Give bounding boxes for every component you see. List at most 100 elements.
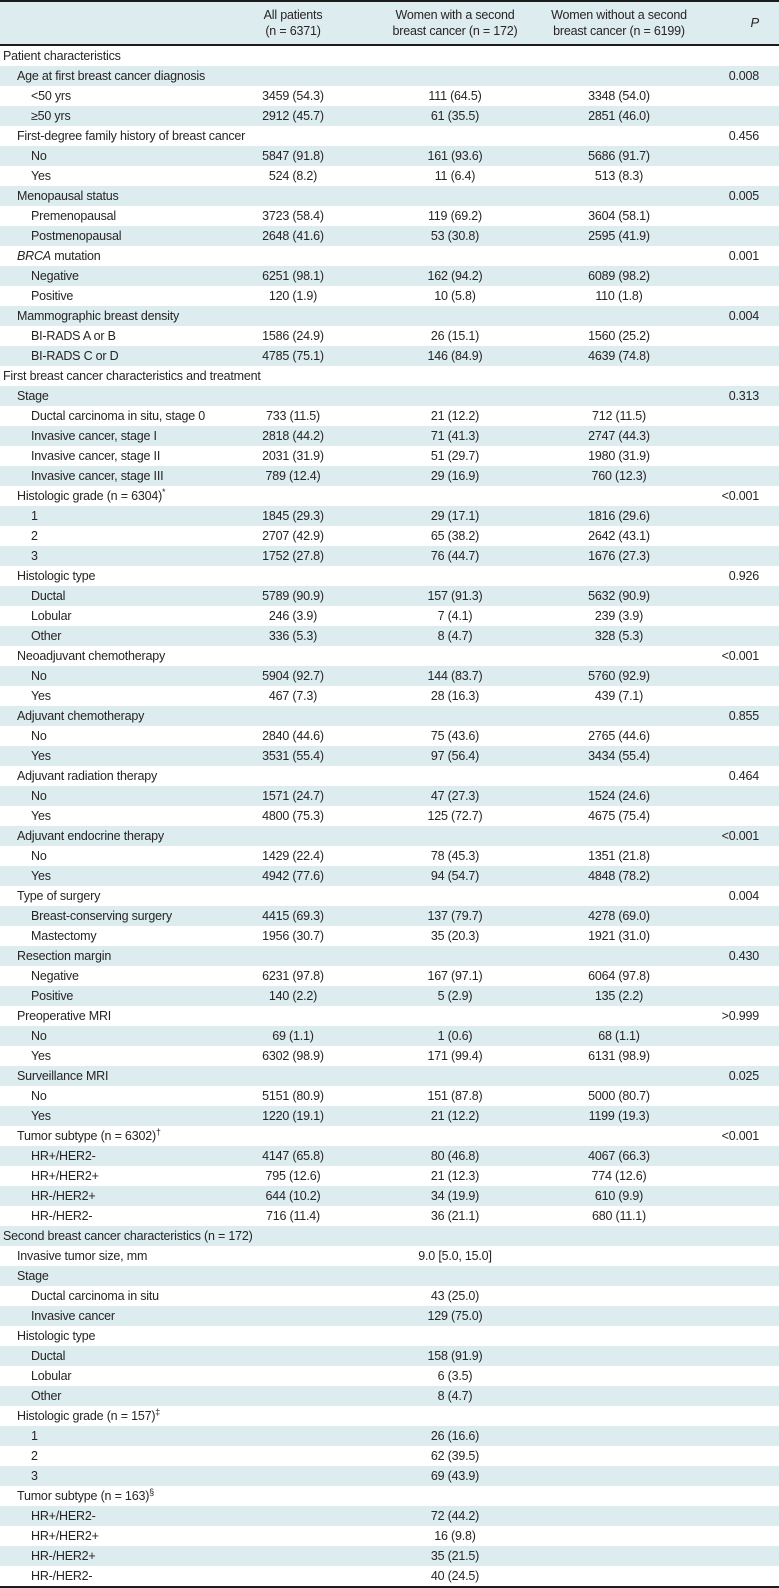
cell-without-second-cancer: 680 (11.1) [591, 1209, 647, 1223]
cell-without-second-cancer: 439 (7.1) [594, 689, 644, 703]
gene-name-italic: BRCA [17, 249, 51, 263]
table-row: HR+/HER2+ 16 (9.8) [0, 1526, 779, 1546]
cell-with-second-cancer [374, 366, 536, 386]
cell-with-second-cancer [374, 766, 536, 786]
cell-all-patients: 1586 (24.9) [262, 329, 324, 343]
cell-p-value [702, 1086, 779, 1106]
table-row: No 2840 (44.6) 75 (43.6) 2765 (44.6) [0, 726, 779, 746]
table-row: HR-/HER2+ 644 (10.2) 34 (19.9) 610 (9.9) [0, 1186, 779, 1206]
cell-all-patients [212, 1346, 374, 1366]
cell-without-second-cancer: 1676 (27.3) [588, 549, 650, 563]
cell-with-second-cancer: 129 (75.0) [427, 1309, 483, 1323]
cell-with-second-cancer: 26 (16.6) [430, 1429, 480, 1443]
cell-p-value [702, 966, 779, 986]
cell-without-second-cancer: 2765 (44.6) [588, 729, 650, 743]
cell-with-second-cancer: 6 (3.5) [437, 1369, 473, 1383]
cell-all-patients: 5151 (80.9) [262, 1089, 324, 1103]
table-row: HR-/HER2- 716 (11.4) 36 (21.1) 680 (11.1… [0, 1206, 779, 1226]
cell-all-patients: 4942 (77.6) [262, 869, 324, 883]
table-row: First-degree family history of breast ca… [0, 126, 779, 146]
cell-without-second-cancer [536, 1226, 702, 1246]
cell-p-value [702, 166, 779, 186]
cell-p-value: <0.001 [721, 1129, 760, 1143]
cell-p-value [702, 666, 779, 686]
cell-all-patients [212, 1566, 374, 1586]
header-with-second-cancer-line2: breast cancer (n = 172) [392, 24, 518, 38]
cell-with-second-cancer: 76 (44.7) [430, 549, 480, 563]
cell-without-second-cancer: 4639 (74.8) [588, 349, 650, 363]
row-label: Postmenopausal [31, 229, 122, 243]
cell-all-patients [212, 946, 374, 966]
cell-p-value [702, 1226, 779, 1246]
row-label: Positive [31, 989, 74, 1003]
cell-p-value [702, 806, 779, 826]
cell-all-patients [212, 566, 374, 586]
cell-all-patients: 2031 (31.9) [262, 449, 324, 463]
row-label: Other [31, 1389, 62, 1403]
cell-with-second-cancer: 34 (19.9) [430, 1189, 480, 1203]
cell-with-second-cancer: 125 (72.7) [427, 809, 483, 823]
cell-with-second-cancer: 29 (17.1) [430, 509, 480, 523]
cell-with-second-cancer: 161 (93.6) [427, 149, 483, 163]
cell-with-second-cancer: 40 (24.5) [430, 1569, 480, 1583]
cell-with-second-cancer [374, 646, 536, 666]
cell-with-second-cancer [374, 886, 536, 906]
cell-p-value [702, 1106, 779, 1126]
cell-all-patients [212, 1546, 374, 1566]
cell-all-patients [212, 1366, 374, 1386]
row-label: BI-RADS C or D [31, 349, 119, 363]
cell-all-patients: 1429 (22.4) [262, 849, 324, 863]
table-row: Ductal carcinoma in situ, stage 0 733 (1… [0, 406, 779, 426]
cell-with-second-cancer: 11 (6.4) [434, 169, 476, 183]
cell-without-second-cancer: 6131 (98.9) [588, 1049, 650, 1063]
cell-with-second-cancer: 10 (5.8) [434, 289, 476, 303]
table-row: Neoadjuvant chemotherapy <0.001 [0, 646, 779, 666]
cell-with-second-cancer [374, 386, 536, 406]
table-row: HR-/HER2- 40 (24.5) [0, 1566, 779, 1586]
cell-without-second-cancer: 3434 (55.4) [588, 749, 650, 763]
cell-p-value [702, 1206, 779, 1226]
row-label: No [31, 1089, 47, 1103]
cell-all-patients [212, 46, 374, 66]
cell-p-value [702, 1386, 779, 1406]
table-row: Resection margin 0.430 [0, 946, 779, 966]
table-row: Menopausal status 0.005 [0, 186, 779, 206]
table-row: Positive 120 (1.9) 10 (5.8) 110 (1.8) [0, 286, 779, 306]
row-label: Adjuvant radiation therapy [17, 769, 158, 783]
footnote-marker: ‡ [155, 1406, 161, 1417]
row-label: Invasive cancer, stage I [31, 429, 157, 443]
table-row: Ductal 5789 (90.9) 157 (91.3) 5632 (90.9… [0, 586, 779, 606]
cell-with-second-cancer: 71 (41.3) [430, 429, 480, 443]
cell-p-value [702, 1406, 779, 1426]
cell-all-patients: 795 (12.6) [265, 1169, 321, 1183]
cell-all-patients: 5904 (92.7) [262, 669, 324, 683]
cell-with-second-cancer: 144 (83.7) [427, 669, 483, 683]
table-row: Invasive cancer 129 (75.0) [0, 1306, 779, 1326]
cell-with-second-cancer: 146 (84.9) [427, 349, 483, 363]
cell-all-patients: 2648 (41.6) [262, 229, 324, 243]
header-without-second-cancer-line1: Women without a second [551, 8, 687, 22]
cell-all-patients: 1956 (30.7) [262, 929, 324, 943]
cell-without-second-cancer [536, 1526, 702, 1546]
row-label: Yes [31, 869, 51, 883]
cell-without-second-cancer: 3348 (54.0) [588, 89, 650, 103]
table-row: BI-RADS C or D 4785 (75.1) 146 (84.9) 46… [0, 346, 779, 366]
table-row: Surveillance MRI 0.025 [0, 1066, 779, 1086]
table-row: HR+/HER2+ 795 (12.6) 21 (12.3) 774 (12.6… [0, 1166, 779, 1186]
cell-with-second-cancer [374, 66, 536, 86]
cell-all-patients: 140 (2.2) [268, 989, 318, 1003]
cell-with-second-cancer [374, 566, 536, 586]
cell-with-second-cancer: 171 (99.4) [427, 1049, 483, 1063]
cell-all-patients [212, 306, 374, 326]
row-label: HR+/HER2+ [31, 1169, 99, 1183]
table-row: HR+/HER2- 4147 (65.8) 80 (46.8) 4067 (66… [0, 1146, 779, 1166]
cell-without-second-cancer [536, 246, 702, 266]
cell-p-value [702, 426, 779, 446]
cell-with-second-cancer: 21 (12.3) [430, 1169, 480, 1183]
cell-all-patients [212, 366, 374, 386]
cell-without-second-cancer: 2851 (46.0) [588, 109, 650, 123]
cell-with-second-cancer: 137 (79.7) [427, 909, 483, 923]
cell-all-patients: 4147 (65.8) [262, 1149, 324, 1163]
header-all-patients-line1: All patients [263, 8, 323, 22]
row-label: Lobular [31, 1369, 72, 1383]
